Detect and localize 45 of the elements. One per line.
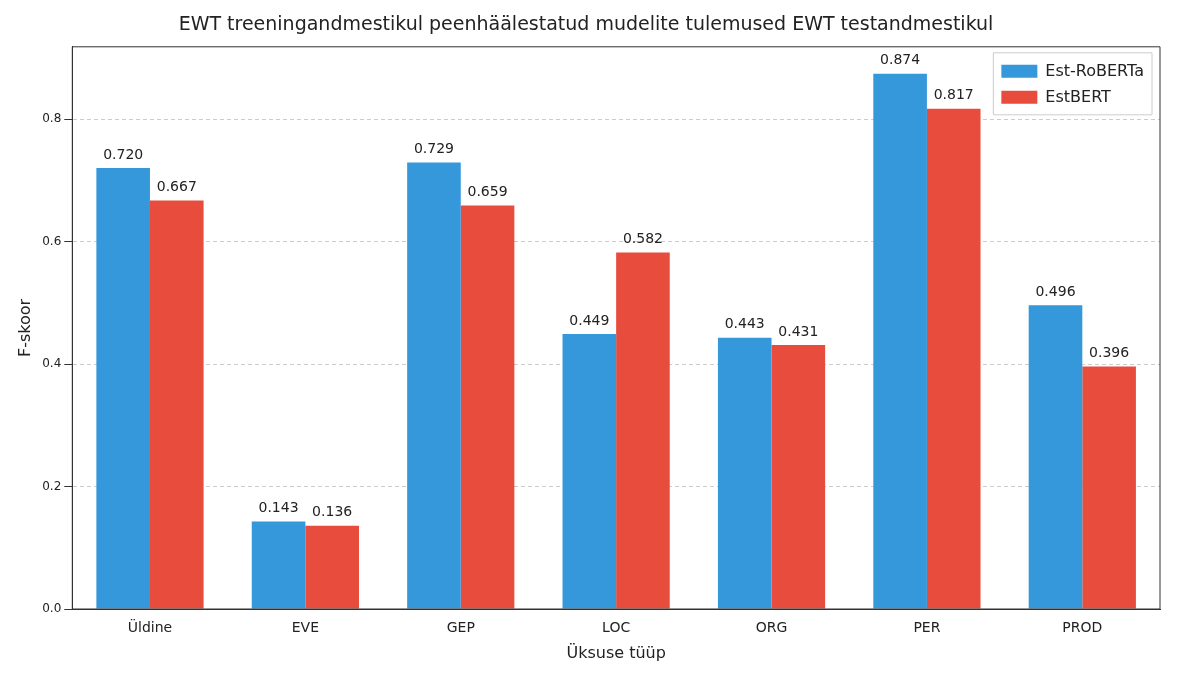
x-tick-label: LOC xyxy=(602,619,631,636)
x-tick-label: PER xyxy=(913,619,941,636)
bar xyxy=(305,525,359,609)
y-tick-label: 0.6 xyxy=(42,233,62,248)
bar xyxy=(562,334,617,609)
data-label: 0.496 xyxy=(1035,282,1076,299)
data-label: 0.659 xyxy=(467,183,508,200)
y-tick-label: 0.4 xyxy=(42,356,62,371)
data-label: 0.720 xyxy=(103,145,144,162)
bar xyxy=(771,345,826,609)
x-tick-label: EVE xyxy=(291,619,320,636)
bar xyxy=(96,168,150,609)
data-label: 0.729 xyxy=(413,140,454,157)
x-axis-title: Üksuse tüüp xyxy=(566,642,666,662)
data-label: 0.143 xyxy=(258,499,299,516)
y-tick-label: 0.2 xyxy=(42,478,62,493)
data-label: 0.431 xyxy=(778,322,819,339)
bar xyxy=(873,73,927,609)
bar xyxy=(407,162,461,609)
bar xyxy=(149,200,204,609)
data-label: 0.582 xyxy=(622,230,663,247)
x-tick-label: Üldine xyxy=(127,618,173,636)
bar xyxy=(616,252,670,609)
bar xyxy=(460,205,515,609)
y-tick-label: 0.8 xyxy=(42,111,62,126)
bar xyxy=(1028,305,1083,609)
legend-label: EstBERT xyxy=(1045,86,1112,106)
data-label: 0.667 xyxy=(156,178,197,195)
legend-label: Est-RoBERTa xyxy=(1045,60,1145,80)
bar xyxy=(1082,366,1136,609)
y-tick-label: 0.0 xyxy=(42,601,62,616)
data-label: 0.817 xyxy=(933,86,974,103)
bar xyxy=(926,108,981,609)
x-tick-label: GEP xyxy=(446,619,475,636)
y-axis-title: F-skoor xyxy=(14,298,34,357)
x-tick-label: ORG xyxy=(755,619,788,636)
data-label: 0.874 xyxy=(880,51,921,68)
data-label: 0.136 xyxy=(312,503,353,520)
bar xyxy=(251,521,306,609)
data-label: 0.396 xyxy=(1089,344,1130,361)
chart-title: EWT treeningandmestikul peenhäälestatud mudelite tulemused EWT testandmestikul xyxy=(178,12,994,35)
data-label: 0.449 xyxy=(569,311,610,328)
data-label: 0.443 xyxy=(724,315,765,332)
x-tick-label: PROD xyxy=(1062,619,1103,636)
bar xyxy=(717,337,772,609)
